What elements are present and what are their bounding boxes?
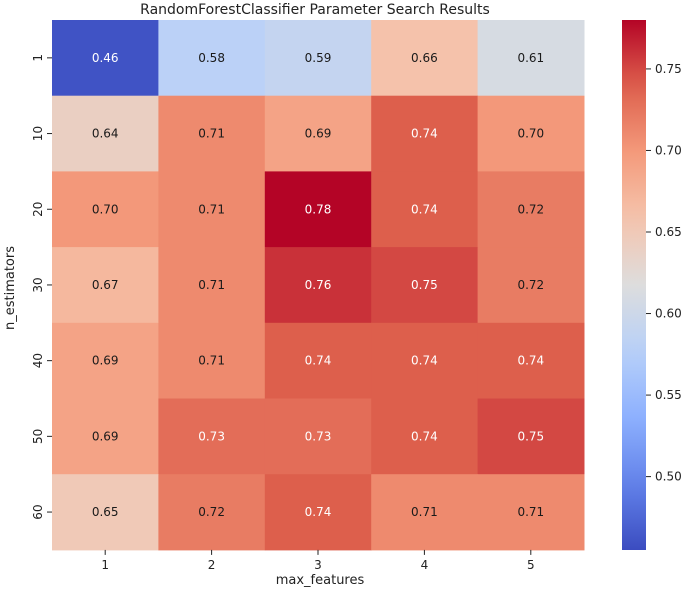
cell-value-label: 0.74 bbox=[411, 429, 438, 443]
cell-value-label: 0.46 bbox=[92, 51, 119, 65]
colorbar-ticks: 0.50 0.55 0.60 0.65 0.70 0.75 bbox=[646, 62, 682, 484]
heatmap-cell-r1-c2 bbox=[264, 95, 372, 172]
heatmap-cell-labels: 0.46 0.58 0.59 0.66 0.61 0.64 0.71 0.69 0.74 0.70… bbox=[92, 51, 544, 519]
cell-value-label: 0.71 bbox=[198, 202, 225, 216]
x-axis-label: max_features bbox=[276, 573, 365, 588]
cell-value-label: 0.74 bbox=[305, 354, 332, 368]
cell-value-label: 0.73 bbox=[305, 429, 332, 443]
cell-value-label: 0.74 bbox=[305, 505, 332, 519]
heatmap-cell-r4-c3 bbox=[371, 322, 479, 399]
y-tick-label: 40 bbox=[31, 353, 45, 368]
cell-value-label: 0.71 bbox=[411, 505, 438, 519]
heatmap-cell-r6-c2 bbox=[264, 474, 372, 551]
cell-value-label: 0.71 bbox=[198, 354, 225, 368]
heatmap-cell-r0-c2 bbox=[264, 20, 372, 97]
y-tick-label: 50 bbox=[31, 429, 45, 444]
cell-value-label: 0.72 bbox=[517, 202, 544, 216]
x-tick-label: 4 bbox=[421, 558, 429, 572]
colorbar-tick-label: 0.50 bbox=[655, 470, 682, 484]
y-tick-label: 30 bbox=[31, 277, 45, 292]
heatmap-cell-r6-c1 bbox=[158, 474, 266, 551]
x-tick-label: 1 bbox=[101, 558, 109, 572]
heatmap-cell-r5-c0 bbox=[52, 398, 159, 475]
x-tick-label: 5 bbox=[527, 558, 535, 572]
heatmap-cell-r0-c4 bbox=[477, 20, 585, 97]
y-tick-label: 20 bbox=[31, 202, 45, 217]
heatmap-cell-r3-c0 bbox=[52, 247, 159, 324]
cell-value-label: 0.64 bbox=[92, 127, 119, 141]
cell-value-label: 0.74 bbox=[411, 127, 438, 141]
cell-value-label: 0.69 bbox=[305, 127, 332, 141]
cell-value-label: 0.70 bbox=[92, 202, 119, 216]
cell-value-label: 0.74 bbox=[411, 202, 438, 216]
cell-value-label: 0.61 bbox=[517, 51, 544, 65]
heatmap-cell-r4-c2 bbox=[264, 322, 372, 399]
colorbar-gradient bbox=[622, 20, 646, 550]
cell-value-label: 0.71 bbox=[198, 278, 225, 292]
y-axis-label: n_estimators bbox=[3, 246, 18, 330]
cell-value-label: 0.58 bbox=[198, 51, 225, 65]
heatmap-cell-r4-c4 bbox=[477, 322, 585, 399]
heatmap-cell-r5-c2 bbox=[264, 398, 372, 475]
heatmap-cell-r5-c4 bbox=[477, 398, 585, 475]
heatmap-cell-r3-c1 bbox=[158, 247, 266, 324]
chart-title: RandomForestClassifier Parameter Search … bbox=[140, 2, 490, 18]
heatmap-cell-r1-c3 bbox=[371, 95, 479, 172]
heatmap-cell-r0-c0 bbox=[52, 20, 159, 97]
y-axis-ticks: 1 10 20 30 40 50 60 bbox=[31, 54, 52, 520]
cell-value-label: 0.67 bbox=[92, 278, 119, 292]
x-tick-label: 2 bbox=[208, 558, 216, 572]
cell-value-label: 0.69 bbox=[92, 429, 119, 443]
heatmap-cell-r3-c3 bbox=[371, 247, 479, 324]
colorbar: 0.50 0.55 0.60 0.65 0.70 0.75 bbox=[622, 20, 682, 550]
heatmap-cells bbox=[52, 20, 585, 551]
colorbar-tick-label: 0.65 bbox=[655, 225, 682, 239]
x-axis-ticks: 1 2 3 4 5 bbox=[101, 549, 535, 572]
colorbar-tick-label: 0.75 bbox=[655, 62, 682, 76]
cell-value-label: 0.73 bbox=[198, 429, 225, 443]
x-tick-label: 3 bbox=[314, 558, 322, 572]
y-tick-label: 1 bbox=[31, 54, 45, 62]
heatmap-cell-r1-c0 bbox=[52, 95, 159, 172]
cell-value-label: 0.76 bbox=[305, 278, 332, 292]
heatmap-cell-r6-c3 bbox=[371, 474, 479, 551]
y-tick-label: 60 bbox=[31, 504, 45, 519]
heatmap-cell-r3-c4 bbox=[477, 247, 585, 324]
heatmap-cell-r2-c3 bbox=[371, 171, 479, 248]
colorbar-tick-label: 0.70 bbox=[655, 143, 682, 157]
heatmap-cell-r4-c1 bbox=[158, 322, 266, 399]
heatmap-cell-r2-c4 bbox=[477, 171, 585, 248]
heatmap-cell-r1-c4 bbox=[477, 95, 585, 172]
cell-value-label: 0.71 bbox=[517, 505, 544, 519]
heatmap-cell-r6-c4 bbox=[477, 474, 585, 551]
heatmap-cell-r3-c2 bbox=[264, 247, 372, 324]
cell-value-label: 0.71 bbox=[198, 127, 225, 141]
cell-value-label: 0.72 bbox=[198, 505, 225, 519]
heatmap-cell-r5-c1 bbox=[158, 398, 266, 475]
cell-value-label: 0.59 bbox=[305, 51, 332, 65]
cell-value-label: 0.69 bbox=[92, 354, 119, 368]
heatmap-cell-r1-c1 bbox=[158, 95, 266, 172]
heatmap-cell-r2-c1 bbox=[158, 171, 266, 248]
cell-value-label: 0.72 bbox=[517, 278, 544, 292]
cell-value-label: 0.74 bbox=[411, 354, 438, 368]
heatmap-cell-r2-c0 bbox=[52, 171, 159, 248]
heatmap-cell-r0-c3 bbox=[371, 20, 479, 97]
heatmap-cell-r2-c2 bbox=[264, 171, 372, 248]
cell-value-label: 0.75 bbox=[517, 429, 544, 443]
y-tick-label: 10 bbox=[31, 126, 45, 141]
cell-value-label: 0.75 bbox=[411, 278, 438, 292]
colorbar-tick-label: 0.60 bbox=[655, 307, 682, 321]
cell-value-label: 0.65 bbox=[92, 505, 119, 519]
cell-value-label: 0.74 bbox=[517, 354, 544, 368]
heatmap-cell-r4-c0 bbox=[52, 322, 159, 399]
heatmap-cell-r6-c0 bbox=[52, 474, 159, 551]
heatmap-cell-r5-c3 bbox=[371, 398, 479, 475]
cell-value-label: 0.70 bbox=[517, 127, 544, 141]
cell-value-label: 0.66 bbox=[411, 51, 438, 65]
colorbar-tick-label: 0.55 bbox=[655, 388, 682, 402]
heatmap-cell-r0-c1 bbox=[158, 20, 266, 97]
cell-value-label: 0.78 bbox=[305, 202, 332, 216]
